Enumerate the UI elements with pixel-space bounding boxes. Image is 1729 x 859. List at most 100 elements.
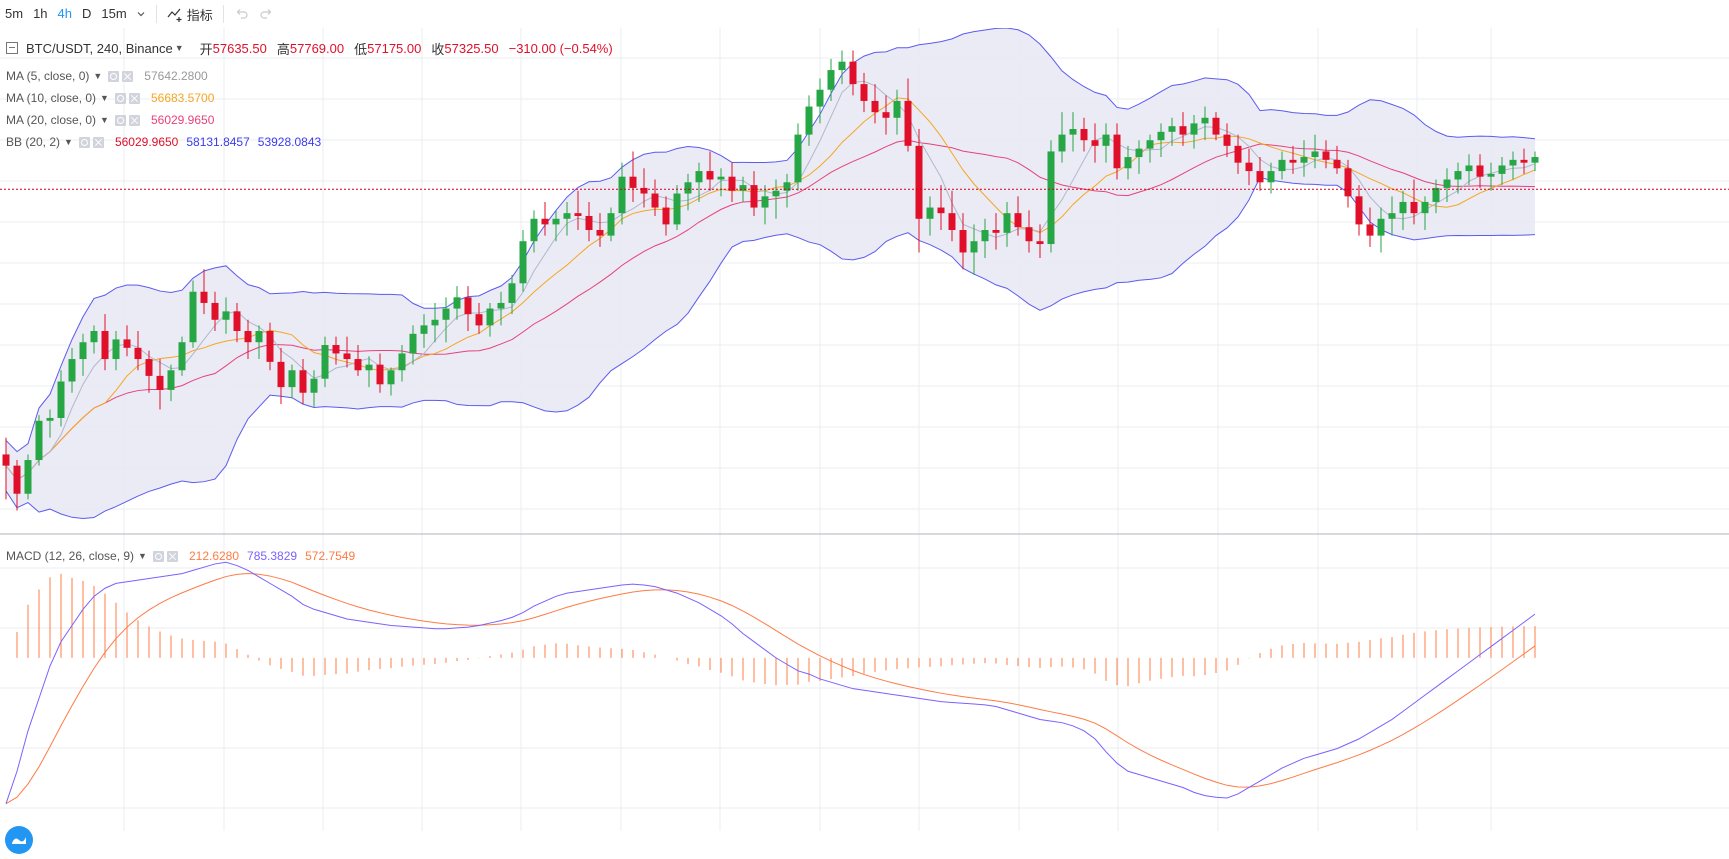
macd-legend-name[interactable]: MACD (12, 26, close, 9) <box>6 549 135 563</box>
candle-down <box>1333 159 1341 169</box>
candle-up <box>1487 173 1495 177</box>
candle-down <box>959 230 967 253</box>
candle-up <box>970 241 978 253</box>
redo-button[interactable] <box>254 0 278 28</box>
bb-legend: BB (20, 2) ▼ 56029.9650 58131.8457 53928… <box>6 135 321 149</box>
candle-up <box>838 61 846 71</box>
macd-visibility-icon[interactable] <box>152 550 164 562</box>
ma20-chevron-icon[interactable]: ▼ <box>100 115 109 125</box>
candle-down <box>1179 126 1187 135</box>
symbol-chevron-icon[interactable]: ▼ <box>174 43 184 53</box>
candle-down <box>1080 129 1088 141</box>
interval-5m-button[interactable]: 5m <box>5 6 24 21</box>
candle-down <box>849 61 857 85</box>
redo-icon <box>260 9 272 19</box>
candle-down <box>2 454 10 466</box>
indicators-button[interactable]: 指标 <box>163 0 217 28</box>
bb-remove-icon[interactable] <box>92 136 104 148</box>
candle-down <box>1344 168 1352 197</box>
candle-up <box>1465 165 1473 172</box>
candle-down <box>376 364 384 385</box>
low-label: 低 <box>354 41 368 57</box>
candle-up <box>1300 157 1308 163</box>
interval-dropdown-chevron-icon[interactable] <box>132 0 150 28</box>
candle-up <box>222 311 230 320</box>
candle-up <box>112 339 120 360</box>
bb-chevron-icon[interactable]: ▼ <box>64 137 73 147</box>
candle-up <box>508 283 516 303</box>
candle-up <box>805 106 813 135</box>
undo-icon <box>236 9 248 19</box>
candle-down <box>123 339 131 348</box>
candle-up <box>1377 218 1385 236</box>
candle-down <box>343 353 351 360</box>
indicators-label: 指标 <box>186 7 213 23</box>
tradingview-logo[interactable] <box>5 826 33 854</box>
ma5-value: 57642.2800 <box>144 69 208 83</box>
ma10-chevron-icon[interactable]: ▼ <box>100 93 109 103</box>
interval-15m-button[interactable]: 15m <box>101 6 127 21</box>
bb-upper-value: 58131.8457 <box>186 135 250 149</box>
bollinger-upper-line <box>5 28 1536 453</box>
bb-visibility-icon[interactable] <box>78 136 90 148</box>
candle-up <box>35 420 43 461</box>
candle-down <box>915 145 923 219</box>
candle-up <box>783 182 791 191</box>
candle-down <box>585 215 593 230</box>
ma5-chevron-icon[interactable]: ▼ <box>93 71 103 81</box>
candle-up <box>68 359 76 382</box>
candle-down <box>1289 159 1297 163</box>
candle-up <box>1498 165 1506 174</box>
candle-up <box>409 333 417 354</box>
ma5-legend-name[interactable]: MA (5, close, 0) <box>6 69 90 83</box>
candle-down <box>1355 196 1363 225</box>
symbol-name[interactable]: BTC/USDT, 240, Binance <box>26 40 173 56</box>
ma20-visibility-icon[interactable] <box>114 114 126 126</box>
candle-up <box>486 308 494 326</box>
interval-4h-button[interactable]: 4h <box>57 6 72 21</box>
candle-down <box>1025 227 1033 242</box>
candle-down <box>332 345 340 354</box>
ma5-visibility-icon[interactable] <box>108 70 120 82</box>
candle-down <box>728 176 736 191</box>
candle-up <box>739 185 747 191</box>
candle-down <box>640 187 648 194</box>
candle-up <box>46 417 54 421</box>
candle-up <box>530 218 538 242</box>
bb-legend-name[interactable]: BB (20, 2) <box>6 135 61 149</box>
low-value: 57175.00 <box>367 40 422 56</box>
candle-down <box>1520 159 1528 163</box>
candle-down <box>1476 165 1484 177</box>
candle-up <box>1146 140 1154 149</box>
candle-down <box>1234 145 1242 163</box>
ma10-visibility-icon[interactable] <box>114 92 126 104</box>
candle-down <box>1223 134 1231 146</box>
ma5-remove-icon[interactable] <box>122 70 134 82</box>
ma10-legend-name[interactable]: MA (10, close, 0) <box>6 91 97 105</box>
candle-up <box>552 218 560 225</box>
candle-up <box>453 297 461 309</box>
candle-down <box>1014 213 1022 228</box>
interval-1h-button[interactable]: 1h <box>33 6 48 21</box>
ma20-remove-icon[interactable] <box>128 114 140 126</box>
candle-down <box>211 302 219 320</box>
ma20-legend-name[interactable]: MA (20, close, 0) <box>6 113 97 127</box>
legend-collapse-button[interactable] <box>6 42 18 54</box>
candle-down <box>200 291 208 303</box>
candle-down <box>1091 140 1099 146</box>
candle-up <box>387 370 395 385</box>
ma10-remove-icon[interactable] <box>128 92 140 104</box>
candle-down <box>1113 134 1121 169</box>
candle-up <box>926 207 934 219</box>
close-value: 57325.50 <box>444 40 499 56</box>
candle-up <box>1157 131 1165 141</box>
candle-down <box>860 84 868 101</box>
close-label: 收 <box>431 41 445 57</box>
candle-up <box>1047 151 1055 245</box>
chart-canvas[interactable] <box>0 28 1729 859</box>
interval-d-button[interactable]: D <box>82 6 92 21</box>
undo-button[interactable] <box>230 0 254 28</box>
macd-chevron-icon[interactable]: ▼ <box>138 551 147 561</box>
candle-up <box>1069 129 1077 135</box>
macd-remove-icon[interactable] <box>166 550 178 562</box>
